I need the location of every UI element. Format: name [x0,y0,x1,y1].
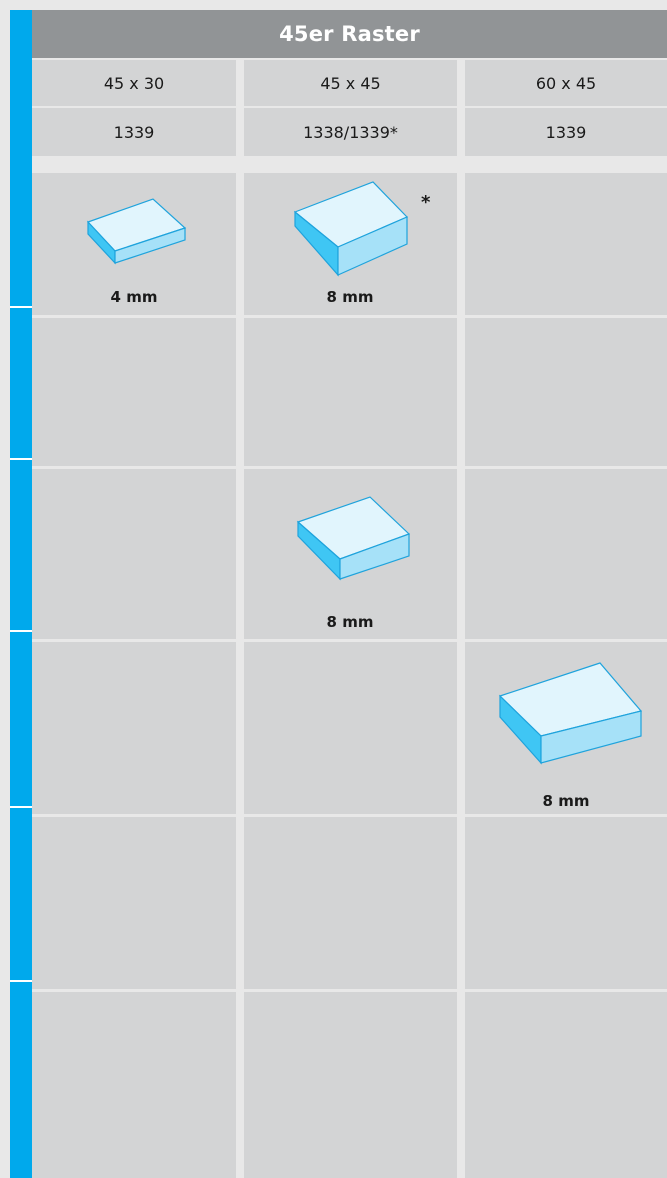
column-size-header: 45 x 30 [32,60,236,106]
table-title: 45er Raster [32,10,667,58]
grid-cell [465,992,667,1178]
tile-front-face [339,533,410,580]
row-separator [10,306,32,308]
grid-cell [32,992,236,1178]
grid-cell [465,318,667,466]
grid-cell [32,817,236,989]
grid-cell [244,817,457,989]
grid-cell [465,817,667,989]
tile-front-face [114,227,186,264]
grid-cell [465,469,667,639]
tile-front-face [337,216,408,276]
grid-cell [465,173,667,315]
header-spacer [32,157,667,173]
grid-cell [32,469,236,639]
column-code-header: 1339 [32,108,236,156]
footnote-marker: * [421,192,431,213]
grid-cell [244,318,457,466]
row-separator [10,806,32,808]
grid-cell [244,992,457,1178]
tile-thickness-label: 4 mm [110,288,158,306]
tile-thickness-label: 8 mm [326,613,374,631]
grid-cell [32,642,236,814]
accent-bar [10,10,32,1178]
tile-thickness-label: 8 mm [542,792,590,810]
row-separator [10,630,32,632]
grid-cell [244,642,457,814]
tile-thickness-label: 8 mm [326,288,374,306]
column-code-header: 1338/1339* [244,108,457,156]
column-size-header: 45 x 45 [244,60,457,106]
column-size-header: 60 x 45 [465,60,667,106]
tile-front-face [540,710,642,764]
row-separator [10,980,32,982]
column-code-header: 1339 [465,108,667,156]
grid-cell [32,318,236,466]
row-separator [10,458,32,460]
